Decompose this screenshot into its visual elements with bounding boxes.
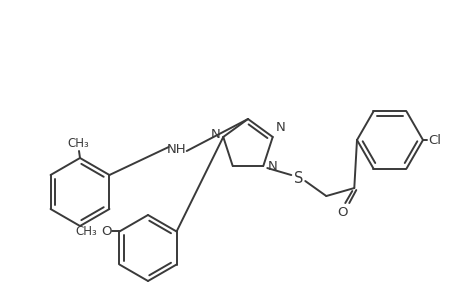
Text: CH₃: CH₃ [67, 137, 89, 150]
Text: Cl: Cl [427, 134, 440, 146]
Text: S: S [293, 170, 302, 185]
Text: N: N [275, 121, 285, 134]
Text: O: O [336, 206, 347, 218]
Text: O: O [101, 225, 111, 238]
Text: N: N [267, 160, 276, 172]
Text: N: N [210, 128, 220, 142]
Text: CH₃: CH₃ [76, 225, 97, 238]
Text: NH: NH [167, 142, 186, 155]
